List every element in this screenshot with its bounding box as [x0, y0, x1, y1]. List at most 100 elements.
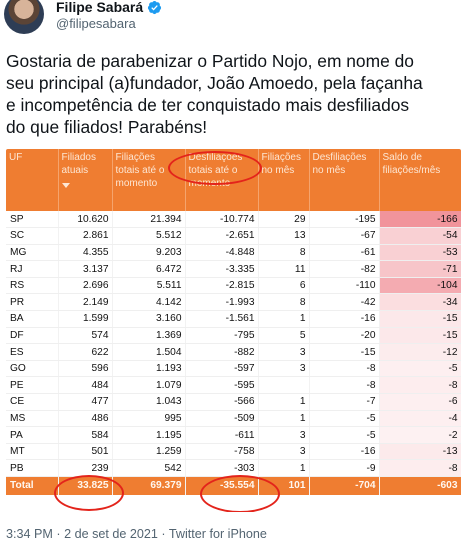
- tweet-text-line: Gostaria de parabenizar o Partido Nojo, …: [6, 51, 414, 71]
- cell-desfiliacoes-mes: -16: [309, 443, 380, 461]
- cell-filiacoes: 21.394: [112, 211, 186, 229]
- table-row: GO 596 1.193 -597 3 -8 -5: [6, 360, 461, 378]
- cell-filiacoes: 1.504: [112, 343, 186, 361]
- cell-desfiliacoes: -882: [185, 343, 259, 361]
- cell-filiacoes-mes: 6: [258, 277, 310, 295]
- cell-desfiliacoes-mes: -7: [309, 393, 380, 411]
- column-header-desfiliacoes-mes: Desfiliações no mês: [309, 149, 380, 211]
- cell-filiados: 4.355: [58, 244, 113, 262]
- cell-filiacoes: 1.195: [112, 426, 186, 444]
- cell-uf: SP: [6, 211, 59, 229]
- cell-desfiliacoes: -566: [185, 393, 259, 411]
- cell-filiados: 574: [58, 327, 113, 345]
- cell-uf: PA: [6, 426, 59, 444]
- cell-saldo: -12: [379, 343, 461, 361]
- cell-filiados: 10.620: [58, 211, 113, 229]
- author-name[interactable]: Filipe Sabará: [56, 0, 144, 15]
- cell-filiacoes-mes: 3: [258, 426, 310, 444]
- cell-uf: ES: [6, 343, 59, 361]
- cell-saldo: -8: [379, 459, 461, 477]
- cell-filiados: 33.825: [58, 476, 113, 495]
- cell-desfiliacoes: -595: [185, 376, 259, 395]
- cell-uf: GO: [6, 360, 59, 378]
- cell-filiacoes-mes: 3: [258, 343, 310, 361]
- cell-filiados: 477: [58, 393, 113, 411]
- column-header-desfiliacoes: Desfiliações totais até o momento: [185, 149, 259, 211]
- cell-uf: PB: [6, 459, 59, 477]
- cell-filiados: 486: [58, 410, 113, 428]
- tweet-text-line: do que filiados! Parabéns!: [6, 117, 208, 137]
- tweet-timestamp[interactable]: 3:34 PM · 2 de set de 2021 · Twitter for…: [6, 527, 267, 541]
- cell-filiacoes-mes: 3: [258, 443, 310, 461]
- cell-uf: DF: [6, 327, 59, 345]
- cell-filiacoes-mes: 1: [258, 393, 310, 411]
- cell-saldo: -53: [379, 244, 461, 262]
- cell-desfiliacoes: -3.335: [185, 260, 259, 278]
- tweet-text-line: e incompetência de ter conquistado mais …: [6, 95, 410, 115]
- cell-desfiliacoes-mes: -9: [309, 459, 380, 477]
- cell-desfiliacoes: -597: [185, 360, 259, 378]
- table-row: PE 484 1.079 -595 -8 -8: [6, 376, 461, 395]
- cell-filiacoes: 542: [112, 459, 186, 477]
- table-row: MS 486 995 -509 1 -5 -4: [6, 410, 461, 428]
- cell-filiacoes: 69.379: [112, 476, 186, 495]
- verified-badge-icon: [148, 0, 162, 14]
- cell-uf: PE: [6, 376, 59, 395]
- tweet-header: Filipe Sabará @filipesabara: [0, 0, 470, 36]
- table-total-row: Total 33.825 69.379 -35.554 101 -704 -603: [6, 476, 461, 495]
- cell-saldo: -71: [379, 260, 461, 278]
- author-handle[interactable]: @filipesabara: [56, 16, 136, 31]
- cell-desfiliacoes-mes: -110: [309, 277, 380, 295]
- cell-desfiliacoes-mes: -67: [309, 227, 380, 245]
- cell-desfiliacoes-mes: -15: [309, 343, 380, 361]
- cell-filiacoes: 4.142: [112, 293, 186, 312]
- cell-filiacoes-mes: 8: [258, 244, 310, 262]
- cell-desfiliacoes: -758: [185, 443, 259, 461]
- cell-filiados: 239: [58, 459, 113, 477]
- cell-saldo: -15: [379, 310, 461, 328]
- cell-desfiliacoes-mes: -195: [309, 211, 380, 229]
- table-row: CE 477 1.043 -566 1 -7 -6: [6, 393, 461, 411]
- cell-filiacoes-mes: 13: [258, 227, 310, 245]
- cell-saldo: -15: [379, 327, 461, 345]
- cell-filiacoes-mes: 1: [258, 410, 310, 428]
- cell-filiacoes-mes: 5: [258, 327, 310, 345]
- tweet-text-line: seu principal (a)fundador, João Amoedo, …: [6, 73, 423, 93]
- cell-desfiliacoes-mes: -5: [309, 426, 380, 444]
- avatar[interactable]: [4, 0, 44, 34]
- cell-filiacoes: 6.472: [112, 260, 186, 278]
- column-header-filiacoes: Filiações totais até o momento: [112, 149, 186, 211]
- tweet-image-table[interactable]: UF Filiados atuais Filiações totais até …: [6, 149, 461, 512]
- cell-desfiliacoes: -4.848: [185, 244, 259, 262]
- cell-saldo: -6: [379, 393, 461, 411]
- column-header-saldo: Saldo de filiações/mês: [379, 149, 461, 211]
- cell-saldo: -104: [379, 277, 461, 295]
- cell-desfiliacoes-mes: -8: [309, 376, 380, 395]
- tweet-text: Gostaria de parabenizar o Partido Nojo, …: [6, 50, 466, 138]
- cell-filiacoes: 9.203: [112, 244, 186, 262]
- cell-desfiliacoes-mes: -16: [309, 310, 380, 328]
- cell-desfiliacoes: -10.774: [185, 211, 259, 229]
- cell-desfiliacoes: -1.561: [185, 310, 259, 328]
- cell-filiados: 2.861: [58, 227, 113, 245]
- author-name-row[interactable]: Filipe Sabará: [56, 0, 162, 15]
- cell-filiacoes: 5.511: [112, 277, 186, 295]
- cell-filiacoes-mes: 29: [258, 211, 310, 229]
- cell-saldo: -8: [379, 376, 461, 395]
- cell-desfiliacoes: -1.993: [185, 293, 259, 312]
- column-header-filiados-label: Filiados atuais: [61, 152, 96, 176]
- cell-uf: CE: [6, 393, 59, 411]
- cell-desfiliacoes: -2.651: [185, 227, 259, 245]
- table-row: MT 501 1.259 -758 3 -16 -13: [6, 443, 461, 461]
- cell-filiacoes: 1.369: [112, 327, 186, 345]
- column-header-filiacoes-mes: Filiações no mês: [258, 149, 310, 211]
- column-header-filiados: Filiados atuais: [58, 149, 113, 211]
- cell-desfiliacoes-mes: -42: [309, 293, 380, 312]
- cell-desfiliacoes-mes: -8: [309, 360, 380, 378]
- cell-filiacoes-mes: 1: [258, 310, 310, 328]
- cell-filiacoes-mes: 1: [258, 459, 310, 477]
- cell-saldo: -13: [379, 443, 461, 461]
- cell-desfiliacoes: -509: [185, 410, 259, 428]
- cell-saldo: -603: [379, 476, 461, 495]
- table-row: DF 574 1.369 -795 5 -20 -15: [6, 327, 461, 345]
